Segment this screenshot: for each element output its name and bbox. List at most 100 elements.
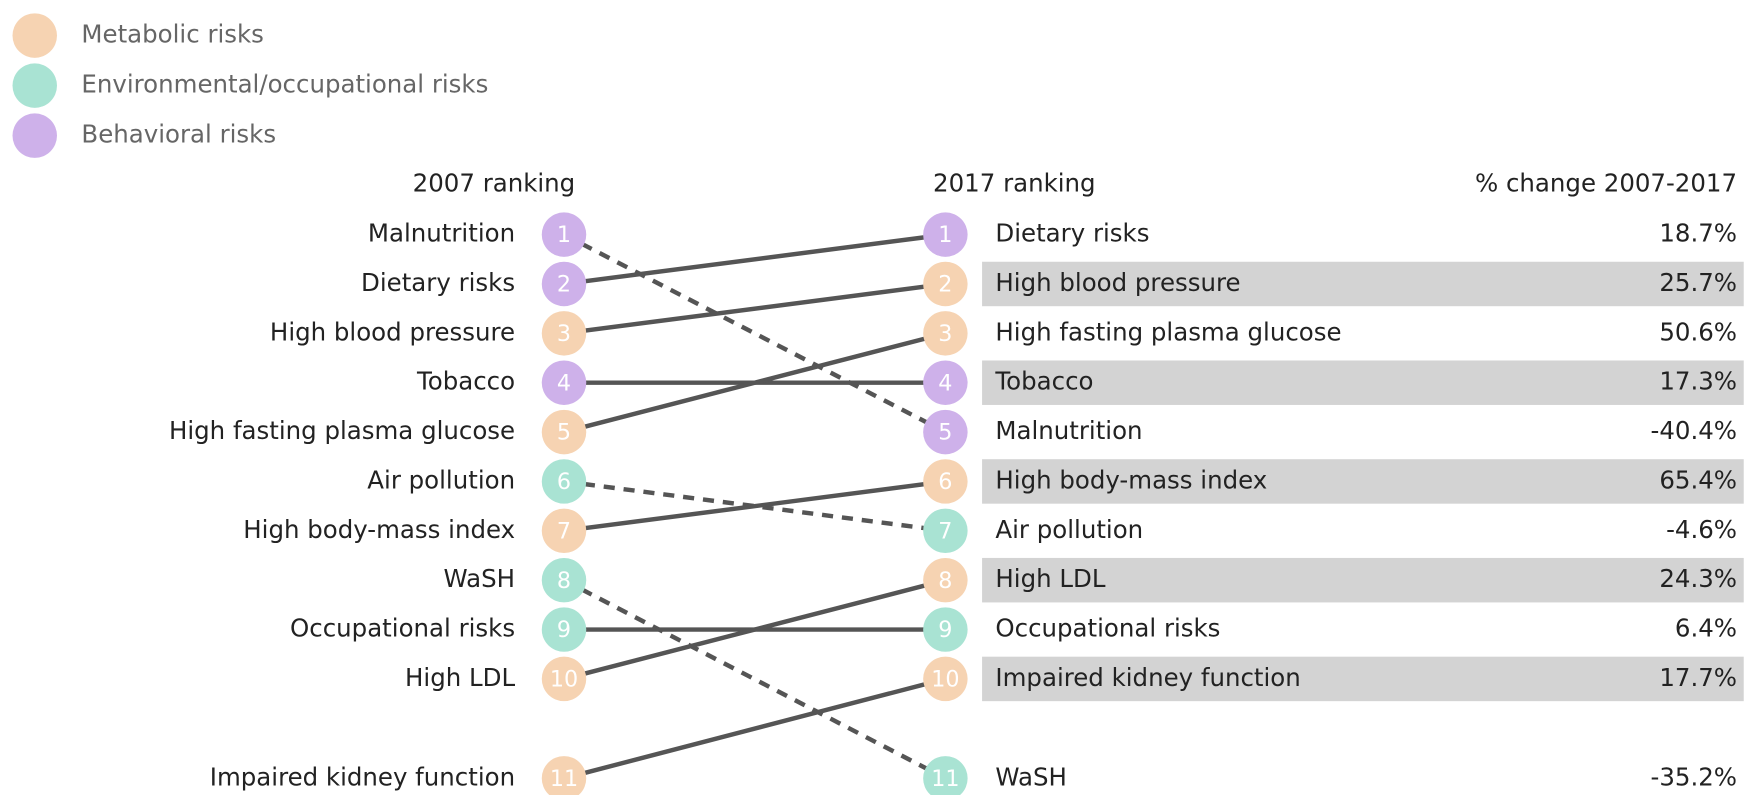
- rank-number: 2: [557, 272, 571, 298]
- right-label: High body-mass index: [995, 465, 1267, 494]
- connector: [562, 578, 947, 781]
- rank-dot: [541, 459, 587, 504]
- change-value: 18.7%: [1659, 219, 1737, 248]
- rank-number: 8: [938, 568, 952, 594]
- connector: [562, 232, 947, 435]
- rank-dot: [923, 212, 968, 257]
- right-label: Impaired kidney function: [995, 663, 1300, 692]
- right-label: Dietary risks: [995, 219, 1149, 248]
- change-value: -35.2%: [1651, 762, 1738, 791]
- left-label: High blood pressure: [270, 317, 515, 346]
- rank-number: 6: [557, 469, 571, 495]
- right-title: 2017 ranking: [933, 169, 1096, 198]
- rank-number: 10: [931, 667, 959, 693]
- change-title: % change 2007-2017: [1475, 169, 1737, 198]
- legend-swatch: [12, 113, 57, 158]
- rank-number: 5: [938, 420, 952, 446]
- rank-number: 4: [938, 370, 952, 396]
- row-band: [982, 459, 1744, 504]
- rank-number: 11: [931, 766, 959, 792]
- rank-dot: [923, 656, 968, 702]
- rank-number: 5: [557, 420, 571, 446]
- rank-number: 11: [550, 766, 578, 792]
- rank-dot: [923, 360, 968, 405]
- rank-dot: [541, 656, 587, 702]
- rank-number: 10: [550, 667, 578, 693]
- right-label: Malnutrition: [995, 416, 1142, 445]
- left-label: Dietary risks: [361, 268, 515, 297]
- rank-dot: [541, 360, 587, 405]
- rank-dot: [541, 311, 587, 356]
- rank-dot: [923, 311, 968, 356]
- rank-dot: [541, 557, 587, 603]
- rank-dot: [541, 409, 587, 455]
- connector: [563, 331, 946, 435]
- right-label: High fasting plasma glucose: [995, 317, 1341, 346]
- rank-dot: [923, 261, 968, 307]
- connector: [563, 232, 946, 287]
- rank-dot: [923, 756, 968, 795]
- left-label: High fasting plasma glucose: [169, 416, 515, 445]
- rank-number: 3: [938, 321, 952, 347]
- right-label: Tobacco: [994, 367, 1093, 396]
- rank-number: 8: [557, 568, 571, 594]
- rank-number: 3: [557, 321, 571, 347]
- row-band: [982, 656, 1744, 702]
- rank-dot: [923, 508, 968, 554]
- change-value: 17.3%: [1659, 367, 1737, 396]
- left-label: High LDL: [405, 663, 515, 692]
- left-label: Impaired kidney function: [210, 762, 515, 791]
- legend-label: Behavioral risks: [81, 120, 276, 149]
- right-label: High LDL: [995, 564, 1105, 593]
- change-value: -40.4%: [1651, 416, 1738, 445]
- rank-number: 1: [557, 222, 571, 248]
- left-title: 2007 ranking: [413, 169, 576, 198]
- rank-dot: [541, 261, 587, 307]
- rank-number: 6: [938, 469, 952, 495]
- row-band: [982, 360, 1744, 405]
- rank-number: 9: [557, 617, 571, 643]
- rank-dot: [923, 409, 968, 455]
- connector: [563, 479, 946, 534]
- change-value: 25.7%: [1659, 268, 1737, 297]
- legend-swatch: [12, 13, 57, 58]
- right-label: WaSH: [995, 762, 1067, 791]
- rank-dot: [923, 557, 968, 603]
- left-label: WaSH: [444, 564, 516, 593]
- rank-dot: [541, 212, 587, 257]
- rank-number: 1: [938, 222, 952, 248]
- left-label: Air pollution: [367, 465, 515, 494]
- connector: [563, 479, 946, 534]
- change-value: -4.6%: [1666, 515, 1737, 544]
- left-label: Malnutrition: [368, 219, 515, 248]
- right-label: Air pollution: [995, 515, 1143, 544]
- row-band: [982, 261, 1744, 307]
- rank-dot: [541, 756, 587, 795]
- change-value: 6.4%: [1675, 614, 1737, 643]
- rank-number: 7: [938, 518, 952, 544]
- rank-number: 7: [557, 518, 571, 544]
- connector: [563, 578, 946, 682]
- right-label: High blood pressure: [995, 268, 1240, 297]
- rank-dot: [923, 459, 968, 504]
- change-value: 50.6%: [1659, 317, 1737, 346]
- legend-label: Metabolic risks: [81, 20, 263, 49]
- change-value: 65.4%: [1659, 465, 1737, 494]
- row-band: [982, 557, 1744, 603]
- rank-dot: [541, 508, 587, 554]
- legend-label: Environmental/occupational risks: [81, 70, 488, 99]
- rank-dot: [923, 607, 968, 652]
- left-label: High body-mass index: [243, 515, 515, 544]
- rank-number: 4: [557, 370, 571, 396]
- left-label: Tobacco: [416, 367, 515, 396]
- change-value: 17.7%: [1659, 663, 1737, 692]
- rank-number: 2: [938, 272, 952, 298]
- left-label: Occupational risks: [290, 614, 515, 643]
- rank-dot: [541, 607, 587, 652]
- change-value: 24.3%: [1659, 564, 1737, 593]
- rank-number: 9: [938, 617, 952, 643]
- legend-swatch: [12, 63, 57, 108]
- connector: [563, 676, 946, 781]
- connector: [563, 281, 946, 336]
